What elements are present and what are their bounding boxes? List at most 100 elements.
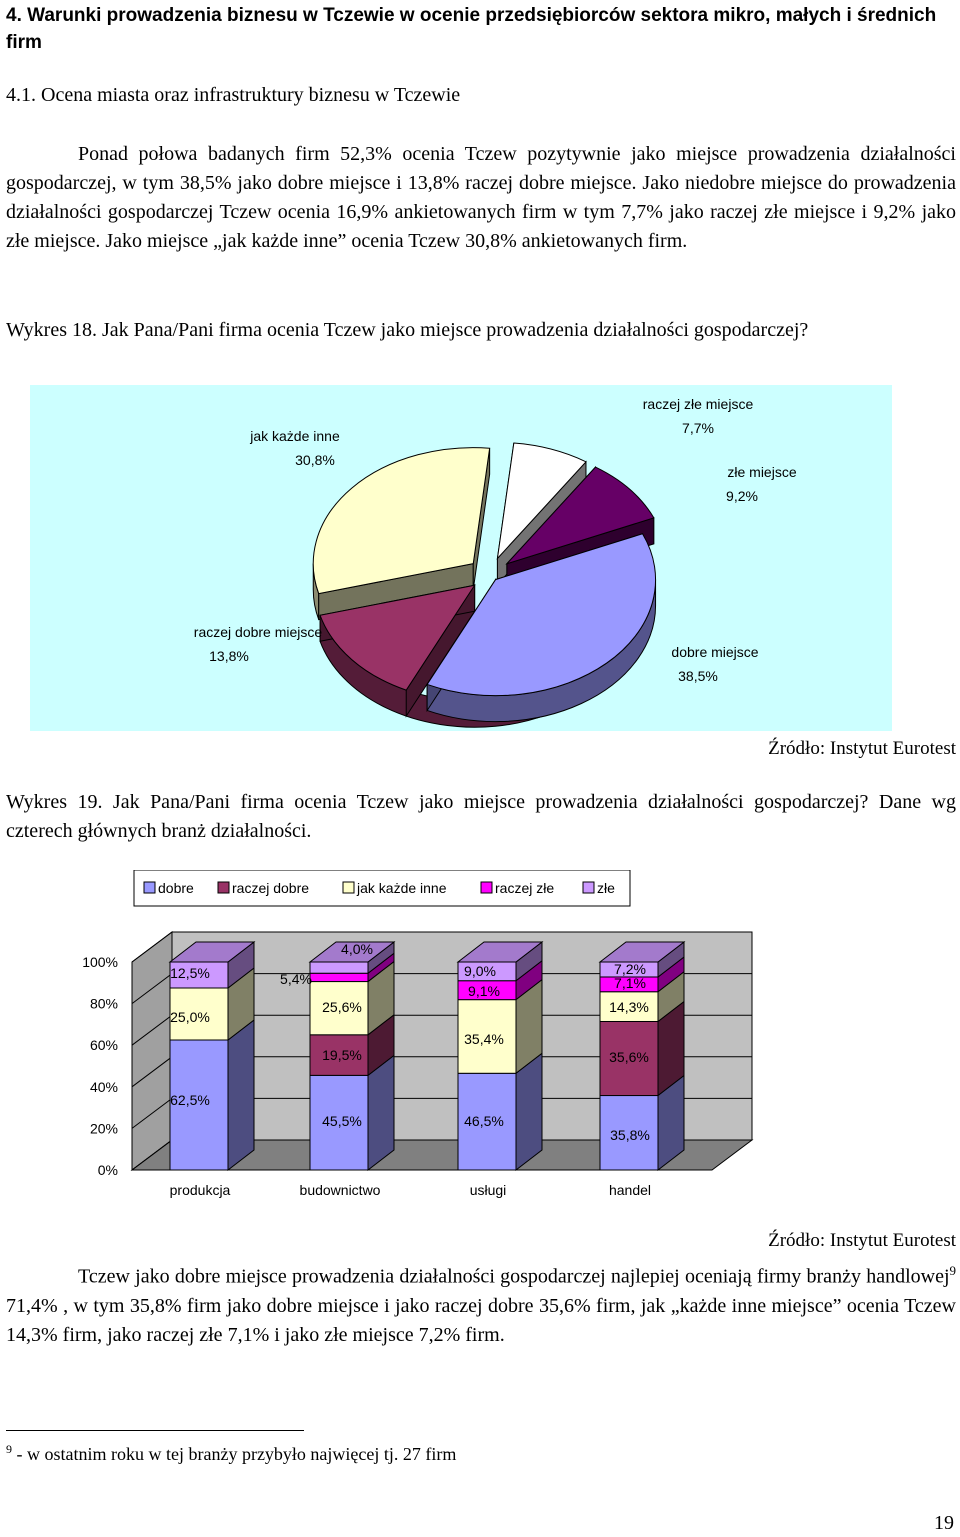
x-tick-2: usługi [470,1182,507,1198]
footnote-divider [6,1430,304,1431]
legend-swatch-1 [217,881,230,894]
bar-top-budownictwo [308,941,396,963]
bar-value-usługi-0: 46,5% [464,1113,504,1129]
legend-swatch-4 [582,881,595,894]
bar-usługi: 46,5% 35,4% 9,1% 9,0% [456,940,544,1172]
y-tick-1: 20% [90,1120,118,1136]
y-tick-0: 0% [98,1162,118,1178]
legend-swatch-2 [342,881,355,894]
paragraph-2-text-a: Tczew jako dobre miejsce prowadzenia dzi… [78,1265,950,1288]
legend-label-3: raczej złe [495,880,554,896]
plot-side-wall [131,931,173,1171]
legend-swatch-0 [143,881,156,894]
legend-label-0: dobre [158,880,194,896]
bar-segment-budownictwo-4 [309,961,369,974]
stacked-bar-chart-svg: dobre raczej dobre jak każde inne raczej zł… [82,870,754,1198]
pie-slice-top-1 [496,442,587,560]
bar-produkcja: 62,5% 25,0% 12,5% [168,940,256,1172]
bar-segment-budownictwo-1 [309,1034,369,1076]
pie-label-4: raczej dobre miejsce [194,624,323,640]
bar-value-budownictwo-4: 5,4% [280,971,312,987]
bar-value-budownictwo-2: 25,6% [322,999,362,1015]
bar-value-produkcja-4: 12,5% [170,965,210,981]
bar-segment-produkcja-2 [169,987,229,1041]
legend-swatch-3 [480,881,493,894]
bar-value-usługi-2: 35,4% [464,1031,504,1047]
chart-18-source: Źródło: Instytut Eurotest [768,738,956,759]
bar-value-handel-2: 14,3% [609,999,649,1015]
pie-chart-svg: jak każde inne 30,8% raczej złe miejsce 7,7… [194,396,797,728]
y-tick-2: 40% [90,1079,118,1095]
bar-budownictwo: 45,5% 19,5% 25,6% 4,0% 5,4% [280,940,396,1172]
y-tick-3: 60% [90,1037,118,1053]
y-tick-4: 80% [90,996,118,1012]
legend-label-4: złe [597,880,615,896]
bar-segment-handel-2 [599,991,659,1022]
paragraph-2: Tczew jako dobre miejsce prowadzenia dzi… [6,1256,956,1350]
y-tick-5: 100% [82,954,118,970]
pie-value-0: 30,8% [295,452,335,468]
footnote: 9 - w ostatnim roku w tej branży przybył… [6,1442,456,1465]
bar-value-handel-3: 7,1% [614,975,646,991]
bar-value-handel-1: 35,6% [609,1049,649,1065]
bar-segment-usługi-2 [457,999,517,1074]
bar-value-budownictwo-1: 19,5% [322,1047,362,1063]
pie-slice-top-3 [426,533,657,697]
bar-value-budownictwo-0: 45,5% [322,1113,362,1129]
footnote-text: - w ostatnim roku w tej branży przybyło … [12,1444,457,1464]
pie-slice-top-0 [312,447,491,595]
pie-label-1: raczej złe miejsce [643,396,754,412]
bar-value-handel-0: 35,8% [610,1127,650,1143]
footnote-number: 9 [6,1442,12,1456]
pie-value-2: 9,2% [726,488,758,504]
bar-value-produkcja-0: 62,5% [170,1092,210,1108]
bar-segment-handel-0 [599,1095,659,1171]
paragraph-1: Ponad połowa badanych firm 52,3% ocenia … [6,140,956,256]
subsection-heading: 4.1. Ocena miasta oraz infrastruktury bi… [6,84,461,106]
chart-legend: dobre raczej dobre jak każde inne raczej zł… [133,870,631,907]
bar-segment-budownictwo-2 [309,981,369,1036]
paragraph-1-text: Ponad połowa badanych firm 52,3% ocenia … [6,143,956,252]
x-tick-0: produkcja [170,1182,231,1198]
bar-value-usługi-4: 9,0% [464,963,496,979]
bar-top-produkcja [168,941,256,963]
bar-segment-produkcja-0 [169,1039,229,1171]
bar-segment-usługi-0 [457,1072,517,1171]
pie-value-1: 7,7% [682,420,714,436]
bar-value-usługi-3: 9,1% [468,983,500,999]
bar-segment-handel-1 [599,1020,659,1097]
stacked-bar-chart: dobre raczej dobre jak każde inne raczej zł… [60,870,960,1210]
chart-19-source: Źródło: Instytut Eurotest [768,1230,956,1251]
gridline-5 [131,931,752,963]
bar-value-produkcja-2: 25,0% [170,1009,210,1025]
page-number: 19 [934,1512,954,1534]
pie-slice-top-2 [505,466,655,565]
legend-label-2: jak każde inne [356,880,447,896]
pie-slice-0 [312,447,491,621]
bar-handel: 35,8% 35,6% 14,3% 7,1%7,2% [598,940,686,1172]
legend-label-1: raczej dobre [232,880,309,896]
bar-value-budownictwo-3: 4,0% [341,941,373,957]
bar-top-handel [598,941,686,963]
pie-chart: jak każde inne 30,8% raczej złe miejsce 7,7… [30,385,892,731]
x-tick-3: handel [609,1182,651,1198]
pie-value-4: 13,8% [209,648,249,664]
bar-segment-budownictwo-3 [309,972,369,983]
pie-label-3: dobre miejsce [671,644,758,660]
chart-18-caption: Wykres 18. Jak Pana/Pani firma ocenia Tc… [6,319,809,341]
bar-segment-produkcja-4 [169,961,229,989]
pie-slice-top-4 [319,584,476,691]
bar-value-handel-4: 7,2% [614,961,646,977]
bar-segment-budownictwo-0 [309,1074,369,1171]
bar-top-usługi [456,941,544,963]
pie-label-2: złe miejsce [727,464,796,480]
pie-slice-3 [426,533,657,723]
bar-side-produkcja-0 [227,1018,255,1172]
footnote-ref: 9 [949,1263,957,1278]
section-heading: 4. Warunki prowadzenia biznesu w Tczewie… [6,5,937,53]
pie-label-0: jak każde inne [249,428,340,444]
x-tick-1: budownictwo [300,1182,381,1198]
paragraph-2-text-b: 71,4% , w tym 35,8% firm jako dobre miej… [6,1294,956,1346]
pie-value-3: 38,5% [678,668,718,684]
chart-19-caption: Wykres 19. Jak Pana/Pani firma ocenia Tc… [6,791,956,842]
